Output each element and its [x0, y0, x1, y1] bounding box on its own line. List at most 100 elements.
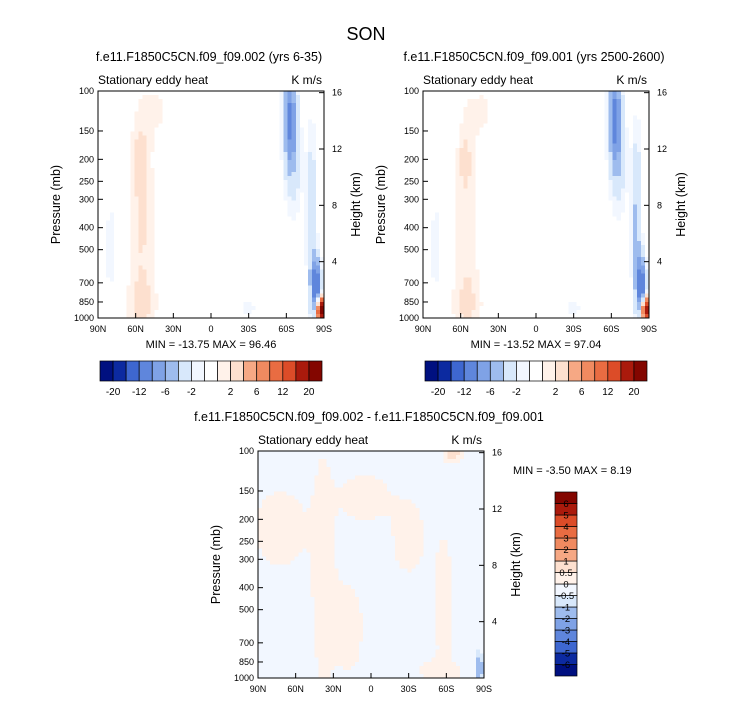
- contour-cell: [198, 261, 204, 266]
- contour-cell: [291, 115, 297, 120]
- contour-cell: [628, 147, 634, 153]
- contour-cell: [239, 257, 244, 262]
- contour-cell: [584, 91, 590, 96]
- contour-cell: [515, 188, 521, 193]
- contour-cell: [596, 123, 602, 129]
- contour-cell: [560, 127, 565, 133]
- contour-cell: [122, 135, 127, 141]
- contour-cell: [275, 289, 281, 295]
- contour-cell: [479, 151, 485, 157]
- contour-cell: [519, 176, 525, 181]
- contour-cell: [138, 208, 143, 214]
- contour-cell: [540, 212, 545, 218]
- contour-cell: [483, 147, 489, 153]
- contour-cell: [487, 147, 493, 153]
- contour-cell: [291, 107, 297, 112]
- contour-cell: [471, 127, 477, 133]
- contour-cell: [423, 99, 428, 104]
- contour-cell: [182, 216, 188, 222]
- contour-cell: [644, 107, 650, 112]
- contour-cell: [291, 119, 297, 125]
- contour-cell: [247, 168, 252, 173]
- contour-cell: [263, 127, 269, 133]
- contour-cell: [126, 240, 131, 246]
- contour-cell: [427, 159, 432, 165]
- contour-cell: [588, 95, 594, 100]
- colorbar-label: 12: [277, 387, 289, 398]
- contour-cell: [170, 265, 176, 270]
- contour-cell: [556, 103, 561, 108]
- contour-cell: [166, 131, 172, 137]
- contour-cell: [527, 212, 533, 218]
- contour-cell: [271, 220, 277, 226]
- contour-cell: [243, 155, 248, 161]
- contour-cell: [154, 232, 160, 238]
- contour-cell: [263, 236, 269, 242]
- contour-cell: [592, 123, 598, 129]
- contour-cell: [247, 232, 252, 238]
- contour-cell: [255, 107, 261, 112]
- contour-cell: [552, 91, 557, 96]
- contour-cell: [126, 172, 131, 177]
- contour-cell: [227, 236, 232, 242]
- contour-cell: [523, 180, 529, 185]
- contour-cell: [632, 139, 638, 145]
- contour-cell: [150, 309, 156, 315]
- contour-cell: [644, 176, 650, 181]
- contour-cell: [439, 184, 444, 189]
- contour-cell: [251, 309, 256, 315]
- contour-cell: [231, 192, 236, 197]
- contour-cell: [483, 127, 489, 133]
- contour-cell: [138, 111, 143, 116]
- contour-cell: [106, 91, 111, 96]
- contour-cell: [319, 253, 325, 258]
- contour-cell: [299, 224, 305, 230]
- contour-cell: [98, 115, 103, 120]
- contour-cell: [459, 172, 464, 177]
- contour-cell: [483, 135, 489, 141]
- contour-cell: [239, 163, 244, 169]
- contour-cell: [544, 159, 549, 165]
- contour-cell: [588, 196, 594, 202]
- contour-cell: [130, 281, 135, 287]
- contour-cell: [443, 99, 448, 104]
- contour-cell: [487, 95, 493, 100]
- contour-cell: [190, 196, 196, 202]
- contour-cell: [247, 261, 252, 266]
- contour-cell: [279, 277, 285, 283]
- contour-cell: [154, 95, 160, 100]
- contour-cell: [174, 131, 180, 137]
- contour-cell: [479, 216, 485, 222]
- contour-cell: [122, 147, 127, 153]
- contour-cell: [303, 253, 309, 258]
- contour-cell: [146, 107, 152, 112]
- contour-cell: [588, 176, 594, 181]
- contour-cell: [219, 305, 224, 311]
- contour-cell: [311, 293, 317, 299]
- contour-cell: [576, 196, 581, 202]
- colorbar-box: [99, 360, 114, 382]
- contour-cell: [544, 143, 549, 149]
- contour-cell: [223, 159, 228, 165]
- contour-cell: [198, 184, 204, 189]
- contour-cell: [499, 119, 505, 125]
- contour-cell: [283, 115, 289, 120]
- contour-cell: [263, 257, 269, 262]
- contour-cell: [556, 163, 561, 169]
- contour-cell: [279, 119, 285, 125]
- contour-cell: [247, 139, 252, 145]
- contour-cell: [122, 115, 127, 120]
- contour-cell: [130, 208, 135, 214]
- contour-cell: [531, 111, 537, 116]
- contour-cell: [267, 212, 273, 218]
- contour-cell: [576, 99, 581, 104]
- contour-cell: [299, 103, 305, 108]
- contour-cell: [499, 135, 505, 141]
- contour-cell: [198, 200, 204, 206]
- contour-cell: [307, 127, 313, 133]
- contour-cell: [239, 281, 244, 287]
- contour-cell: [243, 135, 248, 141]
- contour-cell: [202, 261, 208, 266]
- contour-cell: [223, 95, 228, 100]
- contour-cell: [134, 236, 139, 242]
